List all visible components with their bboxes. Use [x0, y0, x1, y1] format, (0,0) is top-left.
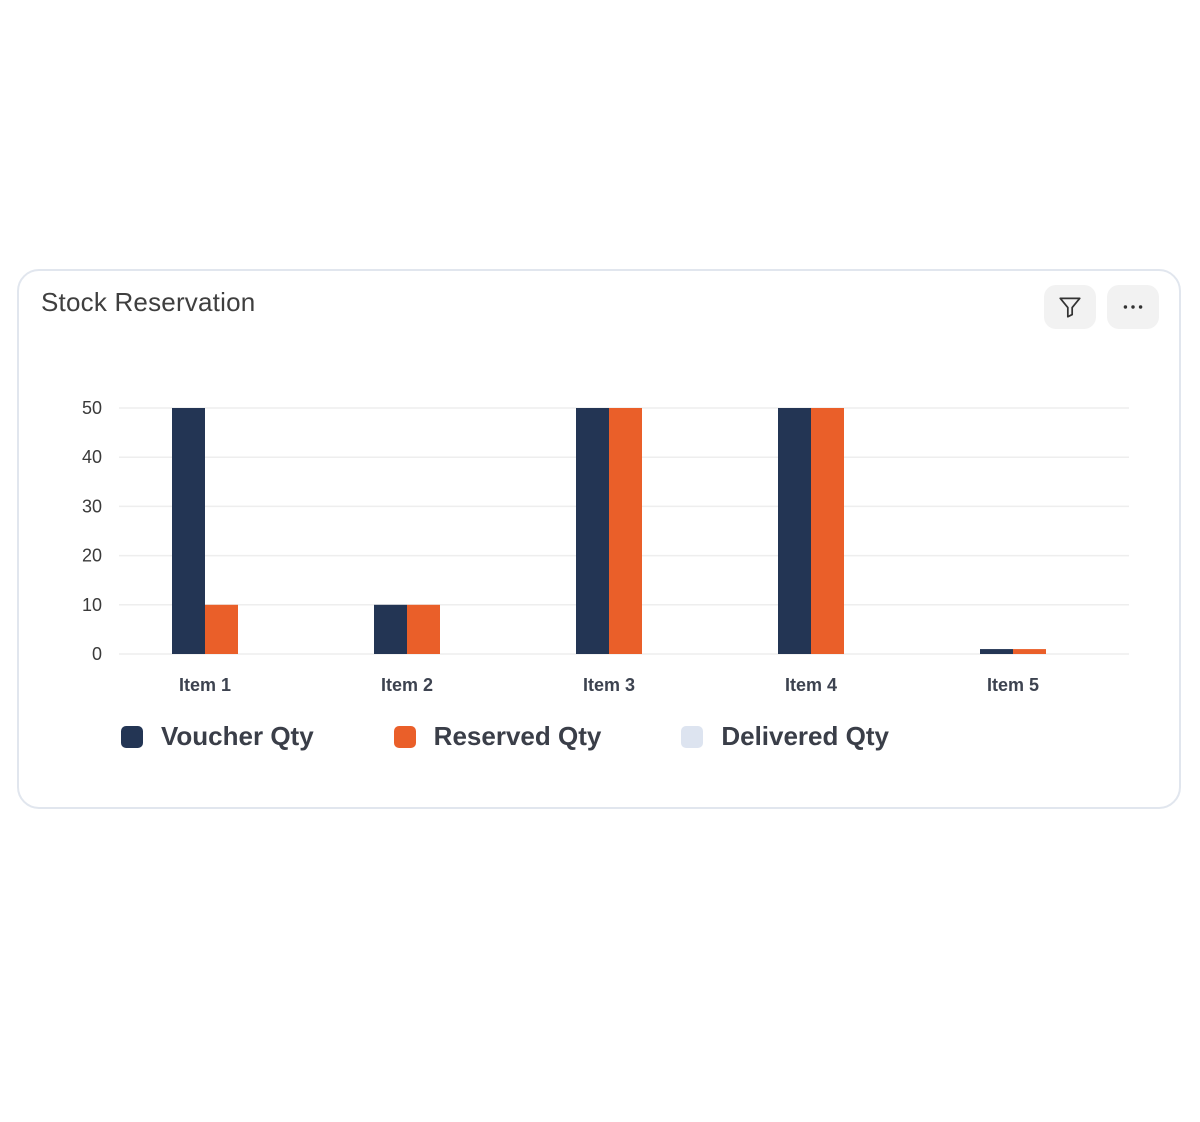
bar-reserved-qty-4[interactable]: [811, 408, 844, 654]
y-tick-label: 0: [92, 644, 102, 664]
x-category-label: Item 2: [381, 675, 433, 695]
legend-swatch-voucher-qty: [121, 725, 143, 748]
x-category-label: Item 5: [987, 675, 1039, 695]
bar-voucher-qty-5[interactable]: [980, 649, 1013, 654]
legend-item-reserved-qty[interactable]: Reserved Qty: [393, 721, 602, 752]
y-tick-label: 50: [82, 398, 102, 418]
legend-item-delivered-qty[interactable]: Delivered Qty: [681, 721, 889, 752]
x-category-label: Item 4: [785, 675, 837, 695]
filter-icon: [1059, 297, 1081, 318]
x-category-label: Item 3: [583, 675, 635, 695]
bar-voucher-qty-1[interactable]: [172, 408, 205, 654]
bar-voucher-qty-4[interactable]: [778, 408, 811, 654]
legend-label: Voucher Qty: [161, 721, 314, 751]
card-title: Stock Reservation: [41, 287, 256, 317]
bar-reserved-qty-5[interactable]: [1013, 649, 1046, 654]
y-tick-label: 40: [82, 447, 102, 467]
y-tick-label: 20: [82, 546, 102, 566]
filter-button[interactable]: [1044, 285, 1096, 329]
bar-chart: 0 10 20 30 40 50 Item 1 Item 2 Item 3 Item 4 Item …: [82, 398, 1129, 695]
more-options-button[interactable]: [1107, 285, 1159, 329]
legend-swatch-delivered-qty: [681, 725, 704, 748]
legend-swatch-reserved-qty: [393, 725, 416, 748]
legend-label: Reserved Qty: [433, 721, 602, 751]
bar-voucher-qty-3[interactable]: [576, 408, 609, 654]
legend-item-voucher-qty[interactable]: Voucher Qty: [121, 721, 314, 752]
y-tick-label: 30: [82, 496, 102, 516]
legend-label: Delivered Qty: [721, 721, 889, 751]
stock-reservation-card: Stock Reservation 0 10 20 30 40 50 Item 1 Item …: [17, 269, 1181, 809]
y-tick-label: 10: [82, 595, 102, 615]
bar-voucher-qty-2[interactable]: [374, 604, 407, 654]
x-category-label: Item 1: [179, 675, 231, 695]
chart-legend: Voucher Qty Reserved Qty Delivered Qty: [121, 721, 969, 752]
bar-reserved-qty-3[interactable]: [609, 408, 642, 654]
bar-reserved-qty-2[interactable]: [407, 604, 440, 654]
more-horizontal-icon: [1123, 305, 1143, 309]
bar-reserved-qty-1[interactable]: [205, 604, 238, 654]
